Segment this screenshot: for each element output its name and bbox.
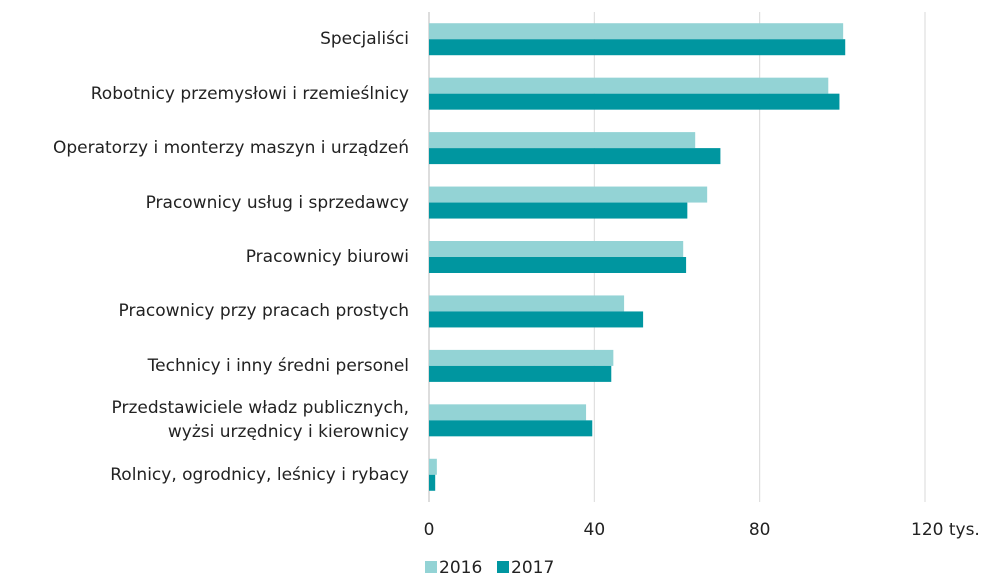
bar <box>429 349 614 366</box>
bar <box>429 404 587 421</box>
category-label: Przedstawiciele władz publicznych, wyżsi… <box>111 398 410 443</box>
bar <box>429 311 644 328</box>
legend-swatch <box>425 561 437 573</box>
category-label: Pracownicy przy pracach prostych <box>118 301 410 322</box>
bar <box>429 458 437 475</box>
bar <box>429 365 612 382</box>
bar <box>429 148 721 165</box>
bar <box>429 295 625 312</box>
bar <box>429 474 436 491</box>
legend-label: 2016 <box>439 558 482 578</box>
category-label: Rolnicy, ogrodnicy, leśnicy i rybacy <box>110 464 409 485</box>
bar <box>429 186 708 203</box>
category-label: Pracownicy biurowi <box>245 247 409 267</box>
x-tick-label: 0 <box>424 520 435 540</box>
category-label: Technicy i inny średni personel <box>147 355 409 376</box>
bar <box>429 420 593 437</box>
bar <box>429 93 840 110</box>
category-label: Pracownicy usług i sprzedawcy <box>145 192 409 213</box>
bar <box>429 241 684 257</box>
bar <box>429 23 844 40</box>
bar <box>429 39 846 56</box>
category-label: Robotnicy przemysłowi i rzemieślnicy <box>90 83 409 104</box>
x-tick-label: 40 <box>584 520 606 540</box>
bar <box>429 202 688 219</box>
legend-label: 2017 <box>511 558 554 578</box>
bar <box>429 257 687 273</box>
bar <box>429 77 829 94</box>
legend-swatch <box>497 561 509 573</box>
category-label: Operatorzy i monterzy maszyn i urządzeń <box>52 138 409 159</box>
category-label: Specjaliści <box>320 29 409 50</box>
bar <box>429 132 696 149</box>
x-tick-label: 120 tys. <box>911 520 980 540</box>
x-tick-label: 80 <box>749 520 771 540</box>
